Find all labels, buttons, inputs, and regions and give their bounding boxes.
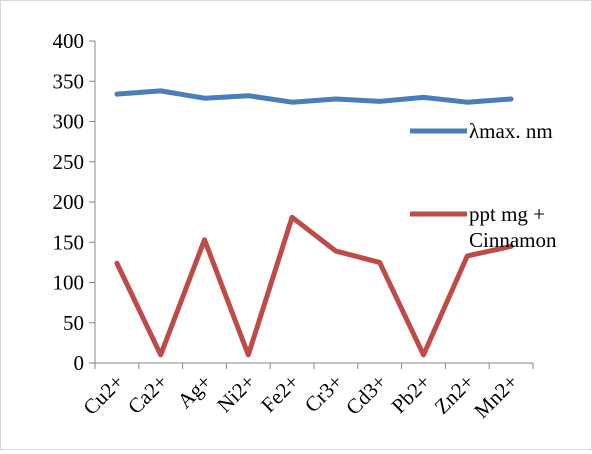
y-tick-label: 150 [53,230,85,254]
y-tick-label: 250 [53,150,85,174]
y-tick-label: 400 [53,29,85,53]
x-tick-label: Zn2+ [430,370,479,419]
legend-label-2: ppt mg +Cinnamon [469,202,557,252]
y-tick-label: 100 [53,271,85,295]
x-tick-label: Mn2+ [469,370,522,423]
x-tick-label: Pb2+ [387,370,435,418]
legend-label-1: λmax. nm [469,119,553,143]
series-line-2 [117,217,511,355]
x-tick-label: Ag+ [173,370,216,413]
x-tick-label: Cd3+ [341,370,391,420]
x-tick-label: Ca2+ [123,370,172,419]
x-tick-label: Cu2+ [78,370,128,420]
legend: λmax. nm ppt mg +Cinnamon [410,119,557,252]
x-tick-label: Fe2+ [256,370,304,418]
series-line-1 [117,91,511,102]
x-tick-label: Cr3+ [300,370,348,418]
y-tick-label: 0 [74,351,85,375]
y-tick-label: 350 [53,69,85,93]
x-tick-label: Ni2+ [212,370,260,418]
axes: 0 50 100 150 200 250 300 350 400 Cu2+Ca2+Ag+Ni2+F… [53,29,534,423]
y-tick-label: 200 [53,190,85,214]
y-tick-label: 50 [63,311,84,335]
y-tick-label: 300 [53,110,85,134]
